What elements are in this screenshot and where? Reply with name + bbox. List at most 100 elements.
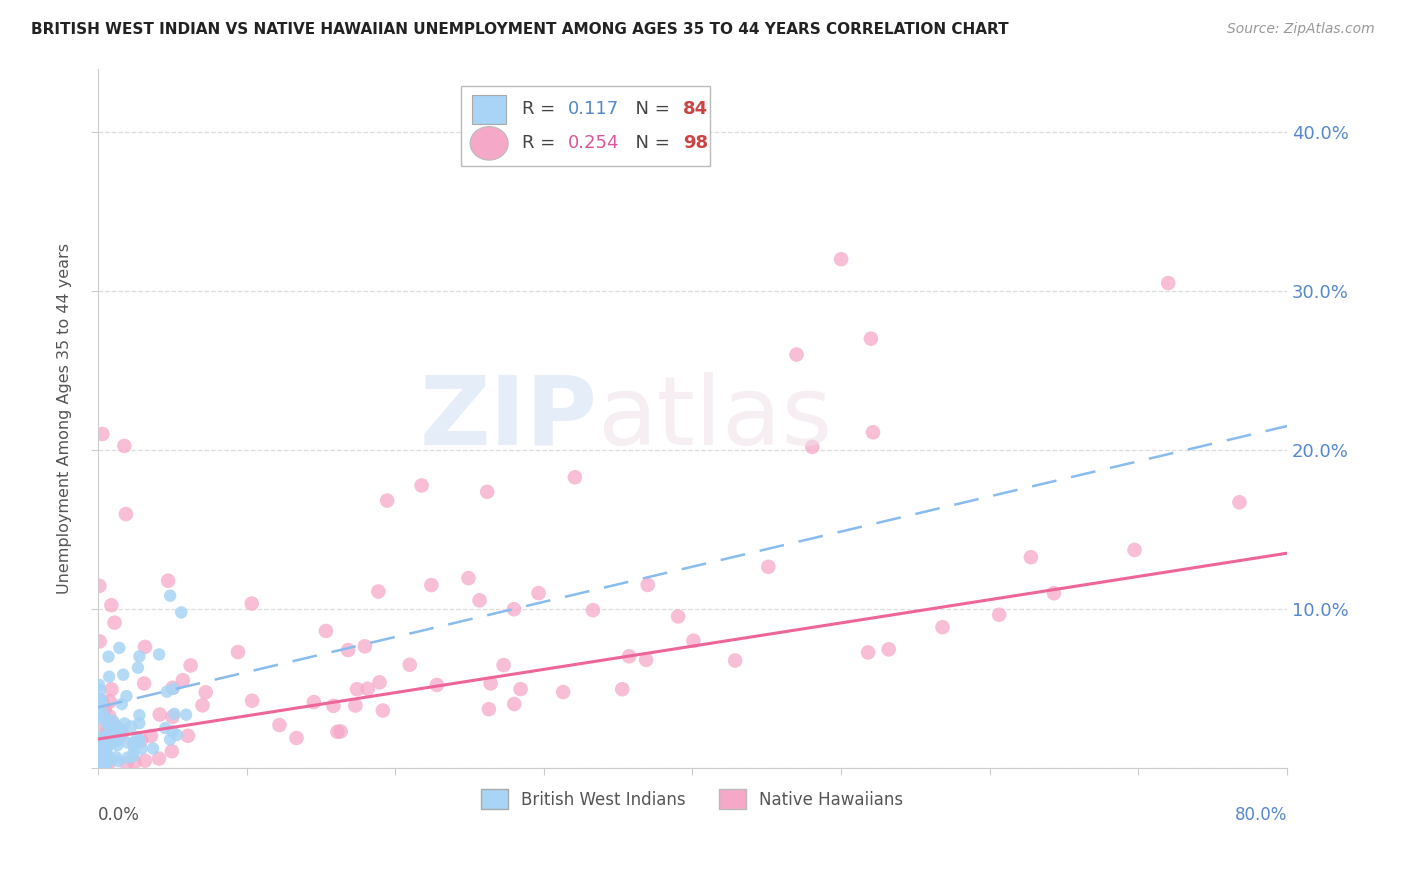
Point	[108, 640, 131, 655]
Text: Source: ZipAtlas.com: Source: ZipAtlas.com	[1227, 22, 1375, 37]
Point	[240, 694, 263, 708]
Point	[107, 734, 129, 748]
Point	[162, 724, 184, 739]
Point	[115, 507, 138, 521]
Point	[367, 584, 389, 599]
Point	[582, 603, 605, 617]
Point	[110, 723, 132, 737]
Point	[89, 734, 111, 748]
Point	[112, 667, 135, 681]
Point	[302, 695, 325, 709]
Point	[457, 571, 479, 585]
Point	[322, 698, 344, 713]
Point	[134, 754, 156, 768]
Point	[93, 702, 115, 716]
Point	[91, 745, 114, 759]
Point	[96, 716, 118, 731]
Point	[285, 731, 308, 745]
Point	[97, 721, 120, 735]
Point	[162, 710, 184, 724]
Point	[862, 425, 884, 440]
Point	[170, 606, 193, 620]
Point	[148, 648, 170, 662]
Point	[89, 634, 111, 648]
Point	[155, 721, 177, 735]
Point	[191, 698, 214, 713]
Point	[682, 633, 704, 648]
Point	[122, 739, 145, 754]
Point	[112, 439, 135, 453]
Point	[346, 682, 368, 697]
Point	[479, 676, 502, 690]
Point	[988, 607, 1011, 622]
Point	[375, 493, 398, 508]
Point	[100, 598, 122, 612]
Point	[94, 755, 117, 769]
Point	[100, 682, 122, 697]
Point	[509, 682, 531, 697]
Point	[117, 750, 139, 764]
Point	[162, 681, 184, 696]
Point	[724, 654, 747, 668]
Point	[1019, 550, 1042, 565]
Point	[87, 699, 110, 714]
Point	[97, 756, 120, 771]
Point	[131, 741, 153, 756]
Point	[156, 684, 179, 698]
Point	[117, 735, 139, 749]
Y-axis label: Unemployment Among Ages 35 to 44 years: Unemployment Among Ages 35 to 44 years	[58, 243, 72, 593]
Point	[125, 736, 148, 750]
FancyBboxPatch shape	[472, 95, 506, 125]
Point	[786, 347, 808, 361]
Point	[159, 732, 181, 747]
Point	[100, 736, 122, 750]
Point	[91, 756, 114, 771]
Point	[100, 729, 122, 743]
Point	[107, 738, 129, 752]
Point	[856, 645, 879, 659]
Point	[89, 579, 111, 593]
Point	[96, 726, 118, 740]
Point	[617, 649, 640, 664]
Point	[1043, 586, 1066, 600]
Point	[636, 653, 658, 667]
Point	[1123, 543, 1146, 558]
Point	[426, 678, 449, 692]
Point	[94, 748, 117, 763]
Point	[468, 593, 491, 607]
Text: 0.0%: 0.0%	[98, 806, 139, 824]
Point	[104, 720, 127, 734]
Point	[122, 746, 145, 760]
Point	[174, 707, 197, 722]
Point	[89, 692, 111, 706]
Point	[89, 760, 111, 774]
Point	[128, 716, 150, 731]
Legend: British West Indians, Native Hawaiians: British West Indians, Native Hawaiians	[475, 782, 910, 815]
Point	[124, 756, 146, 770]
Point	[91, 738, 114, 752]
Point	[96, 757, 118, 772]
Point	[91, 694, 114, 708]
Point	[127, 730, 149, 744]
Point	[90, 730, 112, 744]
Point	[101, 730, 124, 744]
Point	[226, 645, 249, 659]
Point	[98, 731, 121, 746]
Point	[98, 694, 121, 708]
Point	[160, 744, 183, 758]
Point	[120, 719, 142, 733]
Point	[129, 733, 152, 747]
Point	[503, 697, 526, 711]
Point	[91, 739, 114, 753]
Point	[353, 640, 375, 654]
Point	[877, 642, 900, 657]
Point	[94, 745, 117, 759]
Text: N =: N =	[623, 100, 675, 118]
Point	[91, 706, 114, 721]
Text: R =: R =	[523, 100, 561, 118]
FancyBboxPatch shape	[461, 86, 710, 167]
Point	[122, 749, 145, 764]
Point	[411, 478, 433, 492]
Point	[94, 739, 117, 754]
Text: 0.254: 0.254	[568, 135, 619, 153]
